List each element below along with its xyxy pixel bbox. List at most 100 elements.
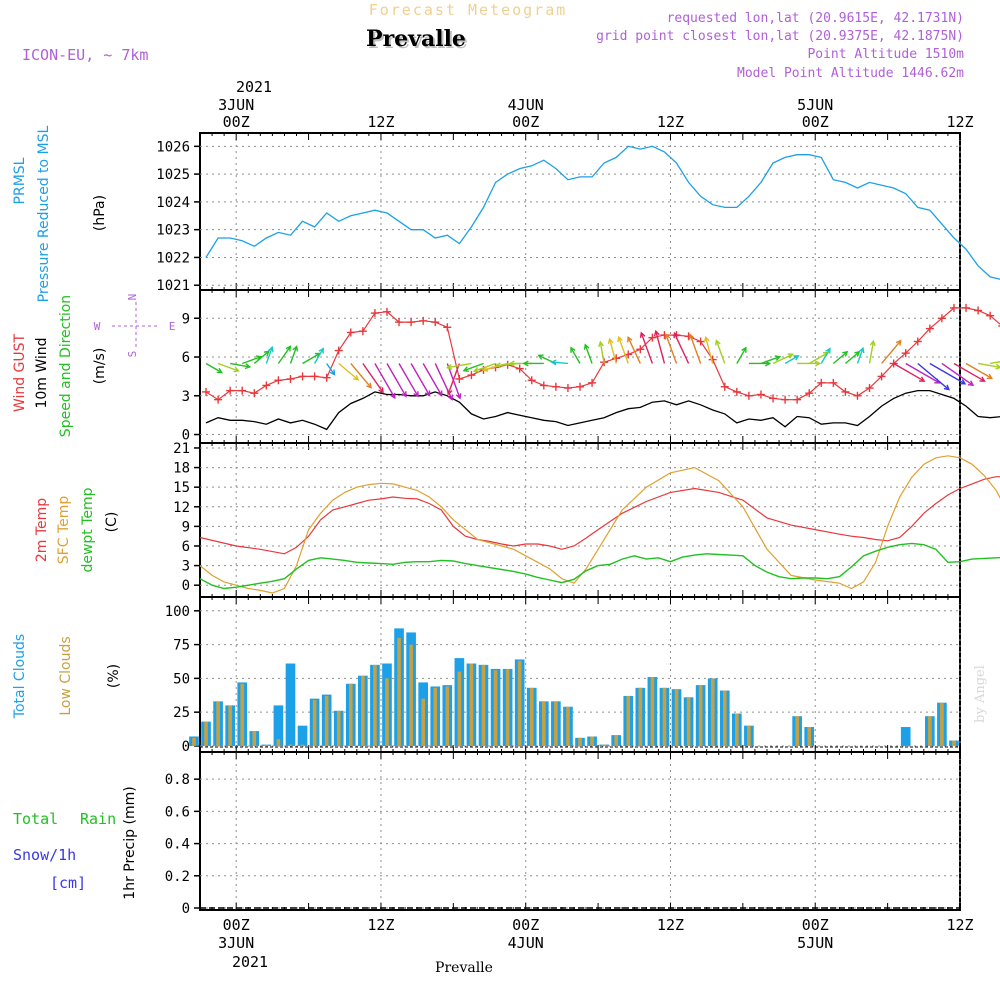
wind-gust-point (974, 306, 983, 315)
wind-arrow (953, 362, 986, 382)
wind-gust-point (937, 314, 946, 323)
total-cloud-bar (285, 663, 296, 746)
compass-e: E (169, 320, 176, 333)
model-label: ICON-EU, ~ 7km (22, 46, 148, 64)
y-tick-label: 50 (173, 671, 190, 687)
low-cloud-bar (662, 687, 667, 746)
wind-gust-point (202, 387, 211, 396)
wind-gust-point (310, 372, 319, 381)
wind-gust-point (455, 374, 464, 383)
bottom-year-label: 2021 (232, 953, 268, 971)
snow-unit-label: [cm] (50, 874, 86, 892)
wind-arrow (398, 363, 419, 398)
wind-arrow (472, 362, 496, 373)
wind-arrow (715, 339, 726, 364)
wind-gust-point (648, 333, 657, 342)
low-cloud-bar (252, 731, 257, 746)
low-cloud-bar (735, 713, 739, 746)
low-cloud-bar (361, 675, 365, 746)
wind-panel-labels: Wind GUST 10m Wind Speed and Direction (… (12, 294, 175, 438)
wind-arrow (265, 345, 274, 364)
wind-arrow (941, 362, 975, 387)
wind-gust-point (527, 376, 536, 385)
pressure-line (205, 145, 1000, 280)
temp-2m-line (199, 476, 1000, 555)
cloud-unit-label: (%) (106, 664, 122, 688)
bottom-hour-label: 00Z (512, 916, 539, 934)
wind-gust-point (334, 346, 343, 355)
wind-gust-point (467, 371, 476, 380)
wind-gust-point (744, 391, 753, 400)
low-cloud-bar (433, 687, 438, 746)
wind-arrow (844, 350, 861, 365)
temp-2m-label: 2m Temp (34, 498, 50, 562)
wind-arrow (772, 353, 795, 365)
y-tick-label: 0.2 (165, 869, 190, 885)
wind-arrow (230, 362, 252, 370)
bottom-hour-label: 12Z (946, 916, 973, 934)
wind-gust-point (696, 337, 705, 346)
wind-gust-point (286, 374, 295, 383)
y-tick-label: 1024 (156, 195, 190, 211)
pressure-unit-label: (hPa) (92, 195, 108, 231)
low-cloud-bar (795, 716, 799, 746)
wind-arrow (917, 362, 951, 391)
wind-arrow (522, 360, 544, 367)
y-tick-label: 21 (173, 441, 190, 457)
y-tick-label: 25 (173, 705, 190, 721)
low-cloud-bar (722, 690, 727, 746)
wind-arrow (688, 333, 702, 364)
y-tick-label: 1023 (156, 223, 190, 239)
y-tick-label: 0 (182, 901, 190, 917)
wind-arrow (736, 346, 747, 364)
wind-gust-point (877, 372, 886, 381)
rain-label: Rain (80, 810, 116, 828)
low-cloud-bar (602, 744, 606, 746)
low-cloud-bar (421, 698, 425, 746)
low-cloud-bar (336, 710, 341, 746)
requested-coords: requested lon,lat (20.9615E, 42.1731N) (667, 11, 964, 26)
wind-gust-point (395, 318, 404, 327)
low-clouds-label: Low Clouds (58, 636, 74, 715)
wind-gust-point (949, 303, 958, 312)
model-altitude: Model Point Altitude 1446.62m (737, 66, 964, 81)
wind-gust-point (720, 382, 729, 391)
low-cloud-bar (469, 663, 474, 746)
y-tick-label: 0 (182, 739, 190, 755)
wind-gust-point (419, 316, 428, 325)
wind-arrow (217, 362, 240, 373)
wind-arrow (277, 345, 292, 364)
snow-label: Snow/1h (13, 846, 76, 864)
low-cloud-bar (192, 737, 196, 746)
y-tick-label: 0 (182, 428, 190, 444)
total-cloud-bar (900, 727, 911, 746)
low-cloud-bar (505, 668, 510, 746)
top-year-label: 2021 (236, 78, 272, 96)
wind-10m-label: 10m Wind (34, 337, 50, 408)
compass-s: S (126, 351, 139, 358)
wind-arrow (881, 339, 902, 364)
bottom-date-label: 5JUN (797, 934, 833, 952)
wind-arrow (965, 362, 994, 380)
location-title-shadow: Prevalle (368, 28, 468, 54)
wind-arrow (673, 331, 690, 364)
wind-arrow (446, 363, 461, 396)
wind-arrow (990, 361, 1000, 365)
low-cloud-bar (686, 697, 691, 746)
panel-frame-wind (199, 289, 961, 444)
y-tick-label: 0.4 (165, 837, 190, 853)
grid-lines: 1021 1022 1023 1024 1025 1026 0 3 6 9 0 3 6 9 12 15 18 21… (156, 133, 961, 917)
low-cloud-bar (409, 644, 413, 746)
low-cloud-bar (397, 637, 401, 746)
pressure-panel-labels: PRMSL Pressure Reduced to MSL (hPa) (12, 125, 108, 302)
wind-gust-point (841, 387, 850, 396)
total-label: Total (13, 810, 58, 828)
low-cloud-bar (542, 701, 546, 746)
low-cloud-bar (698, 685, 703, 746)
y-tick-label: 75 (173, 638, 190, 654)
low-cloud-bar (493, 670, 498, 746)
wind-arrow (205, 362, 223, 374)
low-cloud-bar (457, 671, 462, 746)
